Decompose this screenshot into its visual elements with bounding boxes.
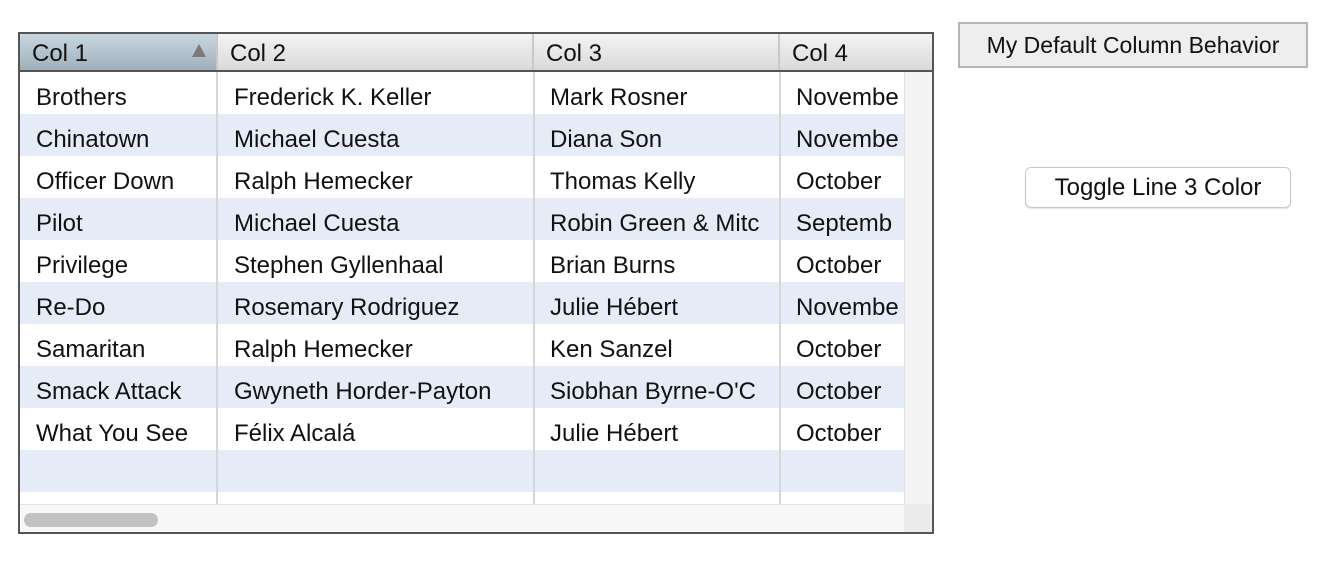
table-cell[interactable]: October bbox=[796, 168, 882, 195]
table-cell[interactable]: Novembe bbox=[796, 84, 899, 111]
table-row[interactable]: Chinatown Michael Cuesta Diana Son Novembe bbox=[20, 114, 904, 156]
vertical-scrollbar[interactable] bbox=[904, 72, 932, 504]
table-cell[interactable]: Robin Green & Mitc bbox=[550, 210, 760, 237]
table-cell[interactable]: Novembe bbox=[796, 126, 899, 153]
table-cell[interactable]: Michael Cuesta bbox=[234, 210, 400, 237]
default-column-behavior-button[interactable]: My Default Column Behavior bbox=[958, 22, 1308, 68]
table-cell[interactable]: October bbox=[796, 336, 882, 363]
scrollbar-corner bbox=[904, 504, 932, 532]
table-cell[interactable]: Smack Attack bbox=[36, 378, 182, 405]
table-row[interactable]: Smack Attack Gwyneth Horder-Payton Siobhan… bbox=[20, 366, 904, 408]
table-cell[interactable]: Gwyneth Horder-Payton bbox=[234, 378, 492, 405]
column-header-col1[interactable]: Col 1 bbox=[20, 34, 218, 70]
table-row[interactable]: Samaritan Ralph Hemecker Ken Sanzel October bbox=[20, 324, 904, 366]
table-cell[interactable]: Frederick K. Keller bbox=[234, 84, 432, 111]
table-cell[interactable]: Pilot bbox=[36, 210, 83, 237]
table-cell[interactable]: What You See bbox=[36, 420, 189, 447]
table-cell[interactable]: Re-Do bbox=[36, 294, 106, 321]
table-row[interactable]: Re-Do Rosemary Rodriguez Julie Hébert Novem… bbox=[20, 282, 904, 324]
table-cell[interactable]: Mark Rosner bbox=[550, 84, 688, 111]
table-cell[interactable]: Brian Burns bbox=[550, 252, 676, 279]
table-cell[interactable] bbox=[20, 450, 218, 492]
table-cell[interactable]: Julie Hébert bbox=[550, 420, 679, 447]
horizontal-scrollbar[interactable] bbox=[20, 504, 904, 532]
horizontal-scrollbar-thumb[interactable] bbox=[24, 513, 158, 527]
column-divider bbox=[533, 72, 535, 504]
table-cell[interactable] bbox=[780, 450, 904, 492]
table-cell[interactable]: Julie Hébert bbox=[550, 294, 679, 321]
table-row[interactable]: Brothers Frederick K. Keller Mark Rosner No… bbox=[20, 72, 904, 114]
table-cell[interactable]: Michael Cuesta bbox=[234, 126, 400, 153]
column-header-col2[interactable]: Col 2 bbox=[218, 34, 534, 70]
table-cell[interactable]: Chinatown bbox=[36, 126, 150, 153]
toggle-line-3-color-button[interactable]: Toggle Line 3 Color bbox=[1025, 167, 1291, 208]
data-table[interactable]: Col 1 Col 2 Col 3 Col 4 Brothers Frederic… bbox=[18, 32, 934, 534]
table-cell[interactable] bbox=[534, 450, 780, 492]
column-header-label: Col 1 bbox=[32, 40, 89, 67]
table-cell[interactable]: Novembe bbox=[796, 294, 899, 321]
column-header-col3[interactable]: Col 3 bbox=[534, 34, 780, 70]
table-cell[interactable]: Rosemary Rodriguez bbox=[234, 294, 460, 321]
table-row[interactable]: What You See Félix Alcalá Julie Hébert Octo… bbox=[20, 408, 904, 450]
table-cell[interactable]: October bbox=[796, 420, 882, 447]
table-header: Col 1 Col 2 Col 3 Col 4 bbox=[20, 34, 932, 72]
table-row[interactable]: Officer Down Ralph Hemecker Thomas Kelly Oc… bbox=[20, 156, 904, 198]
table-cell[interactable]: October bbox=[796, 378, 882, 405]
table-cell[interactable]: Thomas Kelly bbox=[550, 168, 696, 195]
column-divider bbox=[779, 72, 781, 504]
table-cell[interactable]: Privilege bbox=[36, 252, 129, 279]
column-header-label: Col 4 bbox=[792, 40, 849, 67]
table-cell[interactable]: Ralph Hemecker bbox=[234, 168, 413, 195]
table-cell[interactable]: October bbox=[796, 252, 882, 279]
column-divider bbox=[216, 72, 218, 504]
table-cell[interactable]: Siobhan Byrne-O'C bbox=[550, 378, 757, 405]
table-cell[interactable]: Stephen Gyllenhaal bbox=[234, 252, 444, 279]
column-header-label: Col 2 bbox=[230, 40, 287, 67]
table-row[interactable] bbox=[20, 450, 904, 492]
table-cell[interactable]: Septemb bbox=[796, 210, 893, 237]
table-body: Brothers Frederick K. Keller Mark Rosner No… bbox=[20, 72, 904, 504]
sort-ascending-icon bbox=[192, 44, 206, 57]
table-cell[interactable]: Officer Down bbox=[36, 168, 175, 195]
table-cell[interactable]: Félix Alcalá bbox=[234, 420, 356, 447]
table-cell[interactable]: Brothers bbox=[36, 84, 127, 111]
table-row[interactable]: Privilege Stephen Gyllenhaal Brian Burns Oc… bbox=[20, 240, 904, 282]
table-cell[interactable]: Ralph Hemecker bbox=[234, 336, 413, 363]
table-cell[interactable]: Samaritan bbox=[36, 336, 146, 363]
table-cell[interactable]: Diana Son bbox=[550, 126, 663, 153]
table-cell[interactable] bbox=[218, 450, 534, 492]
table-cell[interactable]: Ken Sanzel bbox=[550, 336, 673, 363]
column-header-col4[interactable]: Col 4 bbox=[780, 34, 932, 70]
table-row[interactable]: Pilot Michael Cuesta Robin Green & Mitc Sep… bbox=[20, 198, 904, 240]
column-header-label: Col 3 bbox=[546, 40, 603, 67]
